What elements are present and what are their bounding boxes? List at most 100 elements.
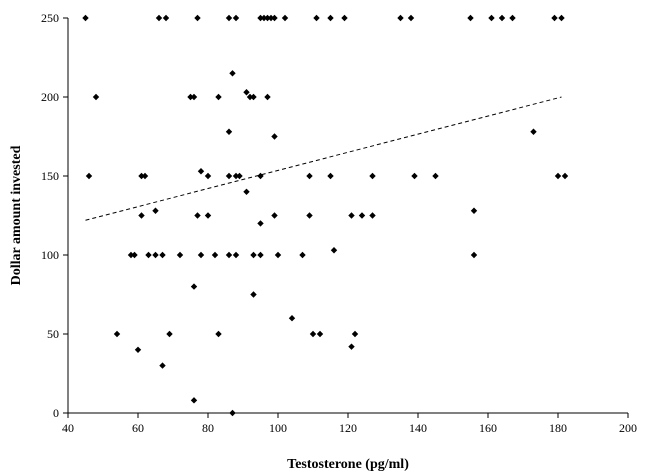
data-point [432, 172, 439, 180]
data-point [204, 172, 212, 180]
trendline [85, 96, 562, 221]
data-point [232, 172, 240, 180]
data-point [162, 14, 170, 22]
data-point [215, 93, 222, 101]
data-point [246, 93, 254, 101]
data-point [85, 172, 93, 180]
data-point [190, 93, 198, 101]
data-point [159, 362, 166, 369]
x-tick-label: 60 [132, 421, 144, 435]
data-point [327, 14, 334, 22]
data-point [561, 172, 569, 180]
data-point [257, 14, 264, 22]
y-tick-label: 200 [41, 90, 59, 104]
data-point [236, 172, 243, 180]
data-point [299, 251, 306, 259]
data-point [264, 14, 271, 22]
data-point [260, 14, 268, 22]
data-point [176, 251, 184, 259]
data-point [225, 14, 233, 22]
data-point [225, 172, 233, 180]
data-point [470, 207, 478, 214]
data-point [127, 251, 135, 259]
data-point [470, 251, 478, 259]
data-point [348, 343, 355, 350]
data-point [551, 14, 558, 22]
data-point [271, 133, 278, 140]
data-point [194, 14, 201, 22]
data-point [488, 14, 495, 22]
data-point [243, 188, 250, 195]
data-point [351, 330, 359, 338]
y-tick-label: 100 [41, 248, 59, 262]
data-point [138, 212, 145, 219]
data-point [190, 397, 198, 404]
x-axis-title: Testosterone (pg/ml) [287, 457, 409, 472]
data-point [229, 409, 236, 417]
data-point [257, 251, 264, 259]
data-point [509, 14, 516, 22]
data-point [131, 251, 138, 259]
data-point [369, 172, 376, 180]
data-point [498, 14, 506, 22]
data-point [558, 14, 565, 22]
data-point [145, 251, 152, 259]
x-tick-label: 200 [619, 421, 637, 435]
x-tick-label: 140 [409, 421, 427, 435]
data-point [215, 330, 222, 338]
data-point [250, 93, 257, 101]
data-point [155, 14, 163, 22]
data-point [229, 70, 236, 77]
x-axis-ticks: 40 60 80 100 120 140 160 180 200 [62, 413, 637, 435]
data-point [274, 251, 282, 259]
data-point [288, 315, 296, 322]
data-point [267, 14, 275, 22]
data-point [257, 220, 264, 227]
data-point [271, 212, 278, 219]
y-tick-label: 50 [47, 327, 59, 341]
y-tick-label: 0 [53, 406, 59, 420]
data-point [152, 207, 159, 214]
data-point [92, 93, 100, 101]
data-point [397, 14, 404, 22]
data-point [225, 128, 233, 135]
x-tick-label: 100 [269, 421, 287, 435]
data-point [250, 291, 257, 298]
data-point [530, 128, 537, 135]
data-point [141, 172, 149, 180]
data-point [194, 212, 201, 219]
data-point [197, 168, 205, 175]
data-point [467, 14, 474, 22]
data-point [281, 14, 289, 22]
x-tick-label: 120 [339, 421, 357, 435]
y-tick-label: 250 [41, 11, 59, 25]
data-point [232, 251, 240, 259]
data-point [250, 251, 257, 259]
data-point [152, 251, 159, 259]
x-tick-label: 180 [549, 421, 567, 435]
data-point [197, 251, 205, 259]
data-point [313, 14, 320, 22]
data-point [225, 251, 233, 259]
data-point [190, 283, 198, 290]
data-point [358, 212, 366, 219]
data-point [113, 330, 121, 338]
data-point [82, 14, 89, 22]
data-point [138, 172, 145, 180]
data-point [306, 212, 313, 219]
data-points [82, 14, 569, 417]
data-point [327, 172, 334, 180]
data-point [134, 346, 142, 353]
x-tick-label: 40 [62, 421, 74, 435]
data-point [211, 251, 219, 259]
data-point [232, 14, 240, 22]
data-point [257, 172, 264, 180]
data-point [166, 330, 173, 338]
data-point [264, 93, 271, 101]
data-point [341, 14, 348, 22]
data-point [348, 212, 355, 219]
data-point [159, 251, 166, 259]
data-point [243, 89, 250, 96]
data-point [411, 172, 418, 180]
